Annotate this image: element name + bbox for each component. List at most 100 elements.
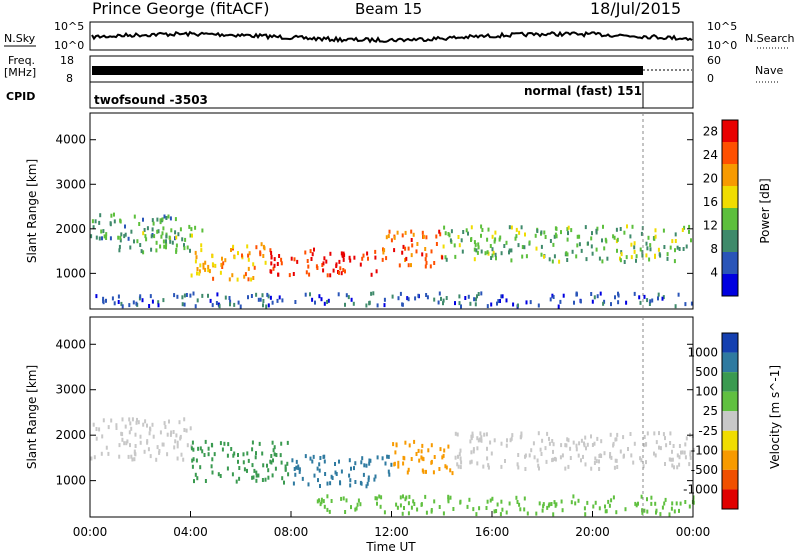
scatter-cell <box>551 458 554 463</box>
scatter-cell <box>379 504 382 509</box>
velocity-xtick-label: 20:00 <box>575 525 610 539</box>
scatter-cell <box>330 499 333 503</box>
scatter-cell <box>309 292 311 297</box>
scatter-cell <box>586 442 589 447</box>
scatter-cell <box>370 272 373 277</box>
freq-tick-top: 18 <box>60 54 74 67</box>
scatter-cell <box>510 225 513 230</box>
scatter-cell <box>318 468 321 473</box>
scatter-cell <box>119 238 122 243</box>
scatter-cell <box>393 461 396 466</box>
scatter-cell <box>580 458 582 463</box>
scatter-cell <box>255 478 258 483</box>
scatter-cell <box>129 421 132 426</box>
scatter-cell <box>396 505 399 510</box>
scatter-cell <box>619 449 622 454</box>
power-colorbar-tick: 24 <box>703 148 718 162</box>
scatter-cell <box>472 449 475 454</box>
scatter-cell <box>476 250 479 255</box>
nsky-tick-bottom: 10^0 <box>54 39 84 52</box>
scatter-cell <box>207 446 210 451</box>
scatter-cell <box>523 245 526 250</box>
scatter-cell <box>486 237 489 242</box>
scatter-cell <box>340 469 343 474</box>
scatter-cell <box>454 455 457 460</box>
freq-panel: Freq. [MHz] 18 8 60 0 Nave <box>4 54 783 85</box>
scatter-cell <box>298 467 301 472</box>
scatter-cell <box>366 251 369 256</box>
scatter-cell <box>584 225 587 230</box>
scatter-cell <box>145 237 148 242</box>
scatter-cell <box>329 251 332 256</box>
scatter-cell <box>598 459 600 464</box>
scatter-cell <box>452 507 455 511</box>
scatter-cell <box>198 269 201 274</box>
scatter-cell <box>359 480 362 485</box>
scatter-cell <box>410 229 413 234</box>
scatter-cell <box>592 504 595 509</box>
scatter-cell <box>467 231 469 236</box>
scatter-cell <box>494 252 497 257</box>
scatter-cell <box>304 454 307 459</box>
scatter-cell <box>459 456 462 461</box>
velocity-colorbar-band <box>722 372 738 392</box>
scatter-cell <box>143 449 146 454</box>
scatter-cell <box>672 444 675 448</box>
scatter-cell <box>94 219 97 224</box>
scatter-cell <box>437 300 440 305</box>
scatter-cell <box>407 511 410 516</box>
scatter-cell <box>422 234 425 239</box>
scatter-cell <box>218 304 221 309</box>
scatter-cell <box>410 457 413 461</box>
scatter-cell <box>673 509 676 514</box>
scatter-cell <box>123 234 126 239</box>
scatter-cell <box>688 462 691 467</box>
scatter-cell <box>176 456 179 461</box>
scatter-cell <box>634 501 637 506</box>
scatter-cell <box>480 291 483 296</box>
scatter-cell <box>649 243 652 248</box>
scatter-cell <box>194 304 197 309</box>
scatter-cell <box>238 466 241 470</box>
scatter-cell <box>311 252 314 257</box>
scatter-cell <box>575 443 578 448</box>
scatter-cell <box>609 432 612 437</box>
scatter-cell <box>373 477 376 482</box>
scatter-cell <box>407 297 410 302</box>
scatter-cell <box>262 299 265 303</box>
scatter-cell <box>191 464 194 469</box>
scatter-cell <box>337 292 340 297</box>
scatter-cell <box>435 234 438 239</box>
scatter-cell <box>425 510 428 515</box>
scatter-cell <box>542 504 545 509</box>
scatter-cell <box>257 473 260 478</box>
scatter-cell <box>473 240 476 245</box>
scatter-cell <box>684 455 687 460</box>
velocity-xtick-label: 00:00 <box>676 525 711 539</box>
scatter-cell <box>676 465 679 470</box>
scatter-cell <box>255 470 258 475</box>
scatter-cell <box>499 235 502 240</box>
velocity-colorbar-tick: -1000 <box>683 482 718 496</box>
scatter-cell <box>376 501 378 506</box>
scatter-cell <box>286 440 289 445</box>
scatter-cell <box>246 468 248 473</box>
scatter-cell <box>280 261 283 266</box>
scatter-cell <box>191 233 193 238</box>
scatter-cell <box>385 256 388 261</box>
scatter-cell <box>458 294 461 299</box>
scatter-cell <box>126 439 129 444</box>
scatter-cell <box>118 248 121 253</box>
scatter-cell <box>255 292 258 297</box>
scatter-cell <box>512 302 515 307</box>
scatter-cell <box>166 432 169 437</box>
scatter-cell <box>158 449 161 453</box>
velocity-xtick-label: 16:00 <box>475 525 510 539</box>
scatter-cell <box>498 237 501 242</box>
scatter-cell <box>658 431 660 436</box>
scatter-cell <box>537 303 540 308</box>
scatter-cell <box>129 443 131 448</box>
scatter-cell <box>542 502 545 507</box>
nsearch-tick-top: 10^5 <box>707 20 737 33</box>
scatter-cell <box>251 447 254 452</box>
